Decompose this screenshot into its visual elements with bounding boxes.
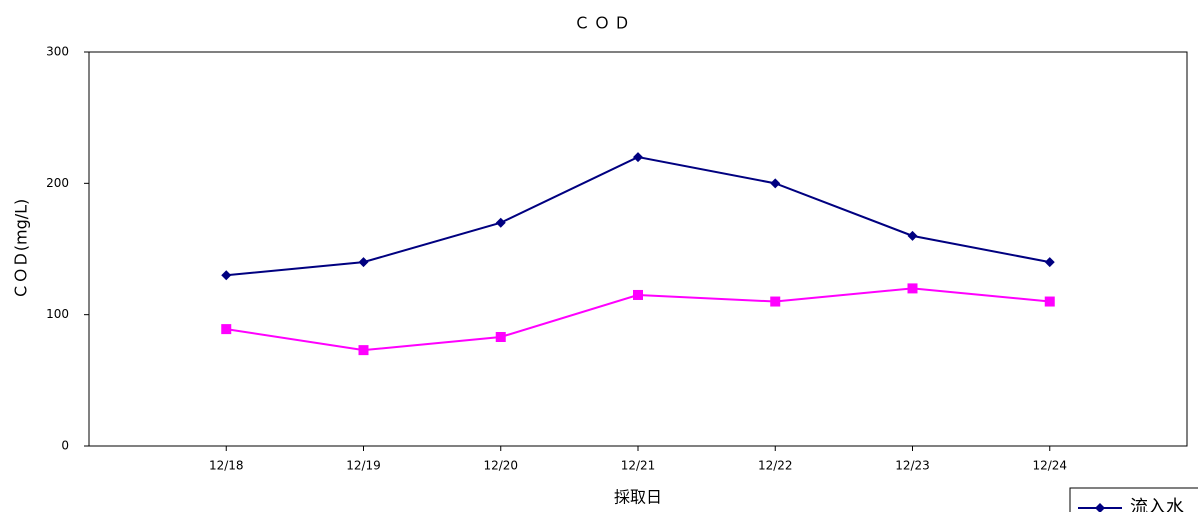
x-tick-label: 12/24: [1032, 459, 1067, 473]
series-line: [226, 156, 1050, 277]
x-tick-label: 12/22: [758, 459, 793, 473]
y-axis-label: ＣＯＤ(mg/L): [12, 199, 31, 300]
marker: [495, 217, 506, 228]
marker: [907, 230, 918, 241]
marker: [1095, 503, 1105, 512]
y-tick-label: 300: [46, 45, 69, 59]
y-tick-label: 200: [46, 176, 69, 190]
marker: [495, 331, 506, 342]
marker: [1044, 257, 1055, 268]
x-tick-label: 12/19: [346, 459, 381, 473]
x-tick-label: 12/18: [209, 459, 244, 473]
marker: [358, 345, 369, 356]
marker: [221, 324, 232, 335]
marker: [770, 296, 781, 307]
y-tick-label: 100: [46, 307, 69, 321]
x-tick-label: 12/21: [621, 459, 656, 473]
marker: [221, 270, 232, 281]
chart-title: ＣＯＤ: [574, 14, 634, 33]
y-tick-label: 0: [61, 439, 69, 453]
plot-area: [88, 51, 1188, 447]
marker: [770, 178, 781, 189]
x-tick-label: 12/23: [895, 459, 930, 473]
x-axis-label: 採取日: [614, 488, 662, 507]
marker: [633, 289, 643, 300]
marker: [907, 283, 918, 294]
marker: [1044, 296, 1055, 307]
marker: [633, 152, 643, 163]
legend-label: 流入水: [1130, 497, 1184, 512]
marker: [358, 257, 369, 268]
x-tick-label: 12/20: [483, 459, 518, 473]
